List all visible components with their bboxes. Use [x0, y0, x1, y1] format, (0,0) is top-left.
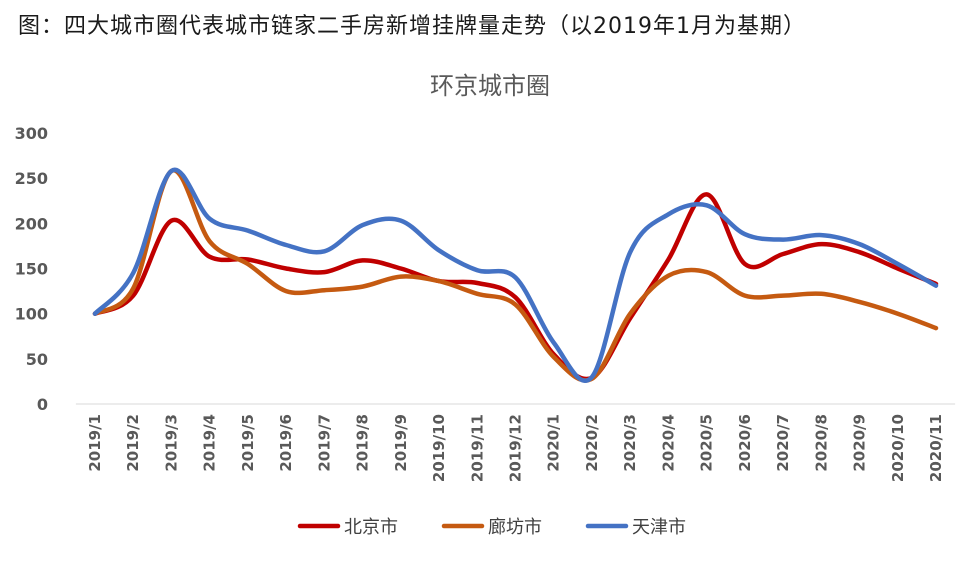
x-tick-label: 2020/10: [889, 414, 907, 482]
figure-caption: 图：四大城市圈代表城市链家二手房新增挂牌量走势（以2019年1月为基期）: [18, 14, 806, 39]
x-tick-label: 2020/11: [927, 414, 945, 482]
x-tick-label: 2019/2: [124, 414, 142, 472]
x-tick-label: 2019/4: [201, 414, 219, 472]
x-tick-label: 2020/1: [545, 414, 563, 472]
x-tick-label: 2019/1: [86, 414, 104, 472]
x-tick-label: 2019/9: [392, 414, 410, 472]
x-tick-label: 2020/2: [583, 414, 601, 472]
y-tick-label: 0: [37, 395, 48, 414]
legend-label-3: 天津市: [632, 517, 686, 538]
series-line-3: [92, 167, 939, 383]
x-tick-label: 2020/6: [736, 414, 754, 472]
y-tick-label: 300: [15, 124, 48, 143]
x-tick-label: 2020/8: [812, 414, 830, 472]
x-tick-label: 2019/12: [507, 414, 525, 482]
x-tick-label: 2019/11: [468, 414, 486, 482]
x-tick-label: 2020/5: [698, 414, 716, 472]
x-tick-label: 2019/7: [315, 414, 333, 472]
x-tick-label: 2020/9: [851, 414, 869, 472]
legend-label-2: 廊坊市: [488, 517, 542, 538]
x-tick-label: 2020/3: [621, 414, 639, 472]
y-tick-label: 100: [15, 305, 48, 324]
x-tick-label: 2019/3: [162, 414, 180, 472]
x-tick-label: 2020/7: [774, 414, 792, 472]
y-axis-ticks: 0 50 100 150 200 250 300: [15, 124, 48, 414]
x-tick-label: 2019/5: [239, 414, 257, 472]
x-tick-label: 2019/8: [354, 414, 372, 472]
legend-label-1: 北京市: [344, 517, 398, 538]
y-tick-label: 200: [15, 214, 48, 233]
y-tick-label: 50: [26, 350, 48, 369]
x-tick-label: 2019/10: [430, 414, 448, 482]
chart-title: 环京城市圈: [430, 72, 550, 100]
x-tick-label: 2020/4: [659, 414, 677, 472]
legend: 北京市 廊坊市 天津市: [297, 517, 686, 538]
series-lines: [92, 167, 939, 383]
x-axis-ticks: 2019/1 2019/2 2019/3 2019/4 2019/5 2019/6 2019…: [86, 414, 945, 482]
series-line-1: [92, 192, 939, 382]
y-tick-label: 250: [15, 169, 48, 188]
y-tick-label: 150: [15, 260, 48, 279]
x-tick-label: 2019/6: [277, 414, 295, 472]
series-line-2: [92, 168, 939, 383]
